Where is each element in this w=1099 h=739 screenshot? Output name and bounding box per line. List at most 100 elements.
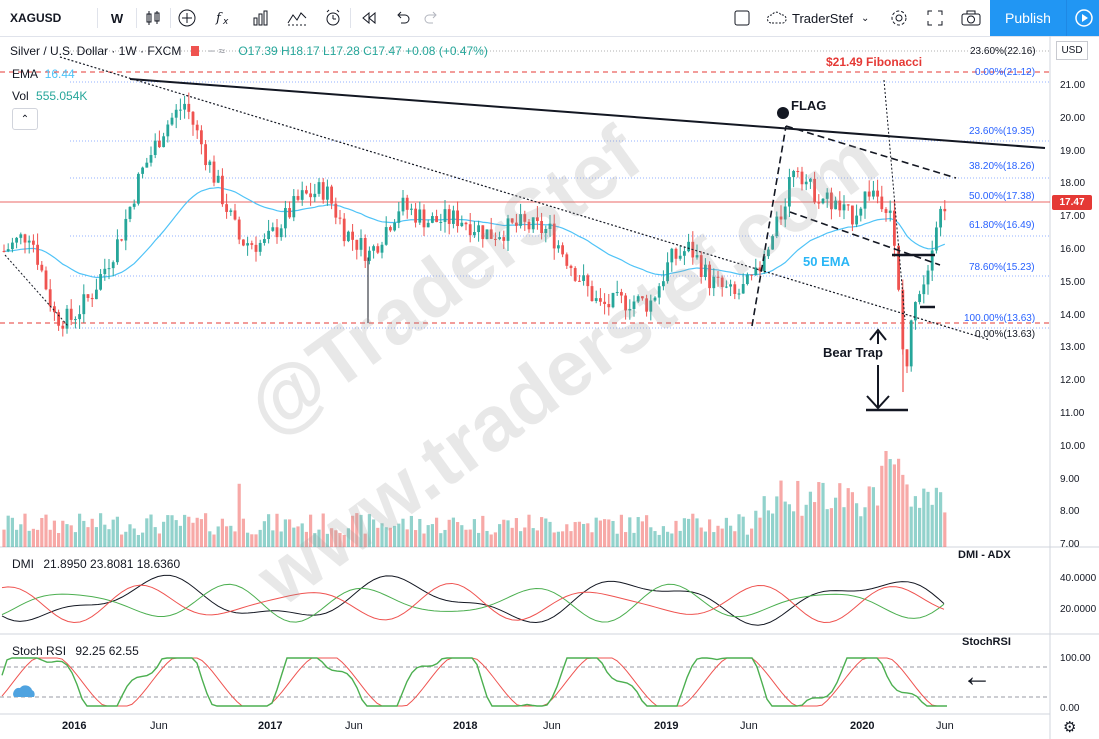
volume-bar [909, 506, 913, 547]
volume-bar [334, 530, 338, 547]
candle [548, 223, 552, 229]
volume-bar [153, 527, 157, 547]
support-trendline-left[interactable] [4, 254, 69, 327]
symbol-title[interactable]: Silver / U.S. Dollar · 1W · FXCM [10, 44, 182, 58]
price-tick: 18.00 [1060, 178, 1086, 190]
bear-trap-label: Bear Trap [823, 345, 883, 360]
tradingview-logo-icon[interactable] [13, 685, 35, 697]
candle [418, 209, 422, 223]
volume-bar [544, 518, 548, 547]
candle [851, 205, 854, 225]
candle [355, 239, 359, 250]
last-price-tag: 17.47 [1052, 195, 1092, 210]
candle [330, 186, 333, 204]
currency-label[interactable]: USD [1056, 41, 1088, 60]
volume-bar [535, 530, 539, 547]
publish-button[interactable]: Publish [990, 0, 1066, 36]
candle [733, 284, 737, 294]
volume-bar [796, 480, 800, 547]
volume-bar [309, 514, 313, 547]
undo-icon[interactable] [390, 0, 416, 36]
volume-bar [855, 503, 859, 547]
stoch-legend[interactable]: Stoch RSI 92.25 62.55 [12, 644, 139, 658]
volume-bar [271, 530, 275, 547]
candle [342, 218, 346, 242]
candle [531, 217, 535, 230]
candle [653, 297, 657, 301]
resistance-trendline[interactable] [129, 78, 1046, 149]
candle [279, 228, 283, 238]
compare-icon[interactable] [284, 0, 310, 36]
stoch-d-line[interactable] [1, 657, 947, 707]
bar-chart-icon[interactable] [248, 0, 274, 36]
price-tick: 9.00 [1060, 473, 1080, 485]
gear-icon[interactable]: ⚙ [1063, 719, 1077, 736]
volume-bar [611, 520, 615, 547]
volume-bar [435, 517, 439, 547]
volume-bar [258, 529, 262, 547]
candles-icon[interactable] [140, 0, 166, 36]
volume-bar [57, 533, 61, 547]
symbol-search-button[interactable]: XAGUSD [10, 11, 62, 25]
candle [846, 204, 850, 206]
candle [254, 244, 258, 252]
legend-menu-icon[interactable]: − ≈ [208, 44, 225, 58]
candle [510, 218, 514, 223]
ema-legend[interactable]: EMA 16.44 [12, 67, 75, 81]
stoch-k-line[interactable] [1, 657, 947, 707]
fullscreen-layout-icon[interactable] [729, 0, 755, 36]
replay-icon[interactable] [356, 0, 382, 36]
candle [695, 255, 699, 258]
volume-bar [40, 517, 44, 547]
adx-line[interactable] [1, 574, 945, 626]
volume-bar [708, 519, 712, 547]
candle [762, 256, 766, 272]
flag-pole-line[interactable] [751, 125, 787, 327]
alert-icon[interactable] [320, 0, 346, 36]
play-icon[interactable] [1066, 0, 1099, 36]
settings-icon[interactable] [886, 0, 912, 36]
volume-bar [460, 525, 464, 547]
candle [61, 325, 65, 329]
camera-icon[interactable] [958, 0, 984, 36]
candle [817, 202, 821, 204]
layout-name-button[interactable]: TraderStef ⌄ [766, 7, 880, 29]
volume-bar [586, 523, 590, 547]
drop-trendline[interactable] [883, 79, 906, 321]
fib-level-label: 100.00%(13.63) [964, 313, 1036, 324]
expand-icon[interactable] [922, 0, 948, 36]
candle [313, 193, 317, 198]
candle [699, 255, 703, 277]
add-icon[interactable] [174, 0, 200, 36]
volume-bar [720, 528, 724, 547]
flag-top-line[interactable] [785, 125, 957, 179]
di-plus-line[interactable] [1, 583, 945, 623]
candle [212, 161, 216, 183]
volume-bar [674, 520, 678, 547]
candle [611, 292, 615, 308]
volume-bar [430, 524, 434, 547]
dmi-legend[interactable]: DMI 21.8950 23.8081 18.6360 [12, 557, 180, 571]
candle [116, 239, 119, 263]
di-minus-line[interactable] [1, 582, 945, 624]
volume-bar [733, 531, 737, 547]
candle [258, 242, 262, 252]
candle [380, 244, 384, 253]
interval-button[interactable]: W [110, 10, 124, 26]
volume-legend[interactable]: Vol 555.054K [12, 89, 87, 103]
candle [859, 208, 863, 216]
chart-canvas[interactable] [0, 36, 1099, 739]
price-tick: 21.00 [1060, 80, 1086, 91]
volume-bar [73, 532, 77, 547]
volume-legend-value: 555.054K [36, 89, 88, 103]
redo-icon[interactable] [418, 0, 444, 36]
flag-marker[interactable] [777, 107, 789, 119]
volume-bar [338, 532, 342, 547]
price-tick: 17.00 [1060, 211, 1086, 223]
volume-bar [10, 517, 14, 547]
candle [582, 275, 585, 281]
candle [527, 221, 531, 230]
candle [48, 289, 52, 307]
collapse-legend-button[interactable]: ⌃ [12, 108, 38, 130]
